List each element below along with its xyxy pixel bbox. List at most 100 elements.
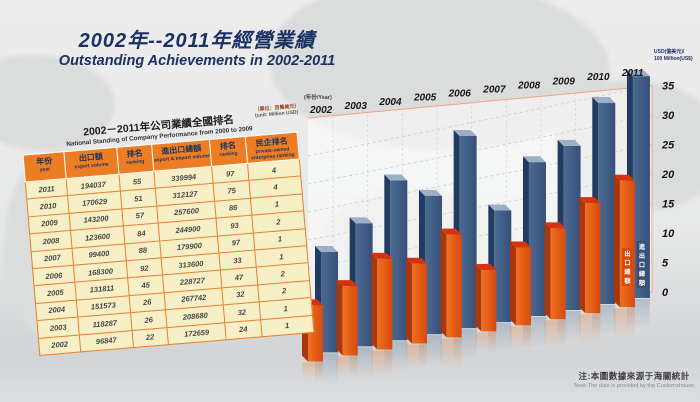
bar-pair-2010: [579, 97, 616, 345]
bar-pair-2002: [302, 245, 338, 384]
legend-total-label: 額: [638, 279, 646, 287]
y-axis-caption-line2: 100 Million(US$): [654, 55, 693, 62]
table-cell: 96847: [79, 330, 134, 352]
total-bar-front: [598, 103, 616, 304]
export-bar-reflection: [475, 332, 497, 351]
bar-pair-2008: [509, 156, 546, 350]
export-bar-reflection: [371, 350, 393, 378]
year-label-2009: 2009: [552, 76, 576, 87]
y-tick-label-0: 0: [662, 287, 669, 299]
export-bar-side: [371, 252, 378, 350]
export-bar-front: [446, 234, 462, 338]
export-bar-top: [405, 257, 427, 264]
total-bar-top: [418, 189, 442, 196]
total-bar-front: [390, 180, 408, 341]
performance-table: 年份 year 出口額 export volume 排名 ranking 進出口總額 expo…: [22, 132, 314, 356]
year-label-2008: 2008: [517, 80, 541, 91]
export-bar-top: [613, 174, 635, 181]
y-tick-label-10: 10: [662, 228, 675, 240]
table-cell: 1: [260, 314, 314, 337]
export-bar-front: [411, 263, 427, 344]
total-bar-top: [349, 217, 373, 224]
gridline-y-20: [307, 173, 653, 241]
y-axis-caption-line1: USD(億美元)/: [654, 49, 685, 55]
export-bar-top: [544, 222, 566, 229]
y-tick-label-15: 15: [662, 199, 675, 211]
total-bar-top: [522, 156, 546, 163]
bar-pair-2007: [475, 204, 512, 354]
total-bar-front: [424, 195, 442, 335]
gridline-y-25: [307, 144, 653, 213]
year-label-2004: 2004: [378, 97, 402, 108]
total-bar-top: [488, 204, 512, 211]
bar-pair-2004: [371, 174, 408, 378]
export-bar-front: [481, 269, 497, 332]
bar-pair-2006: [440, 129, 477, 369]
export-bar-top: [475, 263, 497, 270]
chart-note-en: Note:The date is provided by the Customs…: [574, 383, 694, 389]
legend-export-box: [621, 248, 633, 286]
export-bar-front: [550, 228, 566, 320]
y-tick-label-30: 30: [662, 110, 675, 122]
page-title: 2002年--2011年經營業績 Outstanding Achievement…: [28, 24, 366, 69]
year-label-2010: 2010: [586, 72, 610, 83]
legend-total-label: 口: [639, 262, 645, 269]
page-title-en: Outstanding Achievements in 2002-2011: [58, 53, 336, 69]
total-bar-top: [626, 70, 650, 77]
total-bar-top: [315, 245, 338, 252]
export-bar-side: [579, 197, 586, 314]
export-bar-reflection: [440, 338, 462, 369]
export-bar-side: [475, 263, 482, 332]
legend-export-label: 額: [623, 277, 631, 285]
export-bar-front: [342, 286, 358, 356]
bar-pair-2003: [336, 217, 373, 378]
legend-total-label: 總: [639, 270, 646, 278]
gridline-y-30: [307, 114, 653, 185]
axis-top: [307, 85, 653, 119]
export-bar-front: [377, 258, 393, 350]
chart-note: 注:本圖數據來源于海關統計 Note:The date is provided …: [574, 370, 694, 389]
total-bar-front: [459, 135, 477, 329]
total-bar-front: [494, 210, 512, 323]
export-bar-top: [336, 280, 358, 287]
year-label-2007: 2007: [482, 85, 506, 96]
export-bar-reflection: [405, 344, 427, 369]
column-header: 排名 ranking: [209, 136, 248, 167]
gridline-y-35: [307, 85, 653, 157]
legend-export-label: 出: [624, 250, 630, 258]
export-bar-top: [371, 252, 393, 259]
total-bar-front: [563, 145, 581, 311]
bar-pair-2009: [544, 139, 581, 348]
year-label-2006: 2006: [448, 89, 472, 100]
table-cell: 24: [224, 319, 262, 340]
total-bar-front: [355, 223, 373, 347]
year-label-2003: 2003: [344, 101, 368, 112]
export-bar-top: [579, 197, 601, 204]
export-bar-top: [509, 241, 531, 248]
legend-total-label: 進: [639, 243, 646, 251]
export-bar-front: [619, 180, 635, 308]
legend-total-label: 出: [639, 252, 645, 260]
export-bar-side: [613, 174, 620, 308]
export-bar-side: [405, 257, 412, 344]
bar-pair-2005: [405, 189, 442, 369]
x-axis-caption: (年份/Year): [304, 95, 332, 101]
export-bar-reflection: [509, 326, 531, 350]
total-bar-front: [321, 251, 338, 353]
table-body: 2011 194037 55 339994 97 4 2010 170629 51 312127 7…: [25, 159, 314, 356]
performance-table-section: 2002－2011年公司業績全國排名 National Standing of …: [20, 103, 314, 356]
export-bar-reflection: [302, 362, 323, 380]
export-bar-side: [544, 222, 551, 320]
y-tick-label-35: 35: [662, 81, 675, 93]
export-bar-reflection: [336, 356, 358, 378]
export-bar-side: [509, 241, 516, 326]
table-cell: 2002: [38, 334, 81, 356]
export-bar-side: [440, 228, 447, 338]
export-bar-reflection: [579, 314, 601, 345]
export-bar-reflection: [544, 320, 566, 348]
y-tick-label-25: 25: [661, 140, 675, 152]
y-tick-label-20: 20: [661, 169, 675, 181]
export-bar-top: [440, 228, 462, 235]
